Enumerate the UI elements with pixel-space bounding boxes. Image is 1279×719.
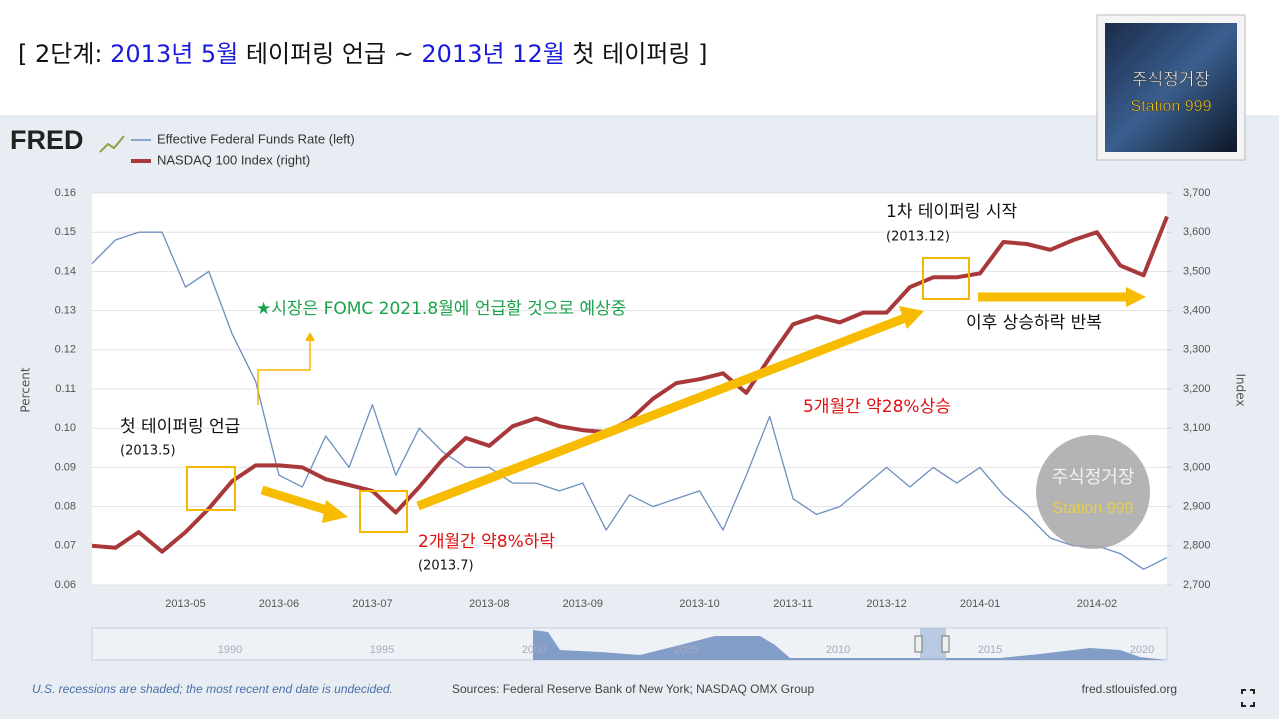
- site: fred.stlouisfed.org: [1082, 682, 1177, 696]
- y-tick-label: 0.14: [55, 265, 76, 277]
- legend-label: Effective Federal Funds Rate (left): [157, 131, 355, 146]
- navigator-area: [533, 630, 1167, 660]
- y2-tick-label: 2,700: [1183, 579, 1211, 591]
- navigator-label: 2015: [978, 644, 1002, 656]
- highlight-box: [359, 490, 408, 533]
- y2-tick-label: 3,400: [1183, 305, 1211, 317]
- footnote: U.S. recessions are shaded; the most rec…: [32, 682, 393, 696]
- x-tick-label: 2013-05: [165, 598, 205, 610]
- y2-axis-label: Index: [1234, 373, 1248, 406]
- chart: 0.06 0.07 0.08 0.09 0.10 0.11 0.12 0.13 0.14 0.15…: [55, 131, 1211, 609]
- annotation: 첫 테이퍼링 언급: [120, 417, 240, 437]
- y2-tick-label: 3,000: [1183, 461, 1211, 473]
- sources: Sources: Federal Reserve Bank of New Yor…: [452, 682, 814, 696]
- y2-tick-label: 2,900: [1183, 501, 1211, 513]
- series-line: [91, 231, 1168, 570]
- x-tick-label: 2014-01: [960, 598, 1000, 610]
- navigator-label: 2000: [522, 644, 546, 656]
- arrow: [260, 485, 332, 516]
- annotation: (2013.12): [886, 230, 950, 245]
- navigator-label: 1990: [218, 644, 242, 656]
- title: [ 2단계: 2013년 5월 테이퍼링 언급 ~ 2013년 12월 첫 테이…: [18, 40, 707, 68]
- y-tick-label: 0.15: [55, 226, 76, 238]
- title-part: 2013년 5월: [110, 40, 238, 68]
- y-tick-label: 0.10: [55, 422, 76, 434]
- navigator-label: 2020: [1130, 644, 1154, 656]
- y2-tick-label: 3,300: [1183, 344, 1211, 356]
- badge-text: Station 999: [1131, 98, 1212, 115]
- x-tick-label: 2013-09: [563, 598, 603, 610]
- navigator-label: 1995: [370, 644, 394, 656]
- x-tick-label: 2013-11: [773, 598, 813, 610]
- title-part: 2013년 12월: [421, 40, 564, 68]
- annotation-shapes: [186, 257, 970, 533]
- arrow-heads: [322, 287, 1146, 523]
- highlight-box: [186, 466, 236, 511]
- y2-tick-label: 3,500: [1183, 265, 1211, 277]
- y-tick-label: 0.06: [55, 579, 76, 591]
- y2-tick-label: 3,100: [1183, 422, 1211, 434]
- navigator-handle: [941, 635, 950, 653]
- navigator: 1990 1995 2000 2005 2010 2015 2020: [91, 627, 1168, 661]
- title-part: [ 2단계:: [18, 40, 110, 68]
- annotation: 2개월간 약8%하락: [418, 532, 555, 552]
- y-tick-label: 0.11: [55, 383, 76, 395]
- annotation: (2013.7): [418, 559, 474, 574]
- y-tick-label: 0.12: [55, 344, 76, 356]
- y-tick-label: 0.08: [55, 501, 76, 513]
- y-tick-label: 0.13: [55, 305, 76, 317]
- callout-head: [305, 332, 315, 341]
- badge-text: 주식정거장: [1132, 70, 1211, 90]
- arrow: [416, 313, 907, 511]
- logo-icon: [99, 135, 125, 153]
- watermark: 주식정거장 Station 999: [1036, 435, 1150, 549]
- annotation: ★시장은 FOMC 2021.8월에 언급할 것으로 예상중: [256, 299, 626, 319]
- x-tick-label: 2014-02: [1077, 598, 1117, 610]
- arrow-head: [899, 306, 924, 329]
- fullscreen-icon[interactable]: [1241, 689, 1255, 707]
- trend-arrows: [260, 292, 1128, 516]
- logo: FRED: [10, 125, 84, 155]
- title-part: 테이퍼링 언급 ~: [238, 40, 421, 68]
- arrow-head: [322, 500, 348, 523]
- highlight-box: [922, 257, 970, 300]
- annotation: 5개월간 약28%상승: [803, 397, 951, 417]
- navigator-handle: [914, 635, 923, 653]
- arrow-head: [1126, 287, 1146, 307]
- badge-image: [1105, 23, 1237, 152]
- annotation: 1차 테이퍼링 시작: [886, 202, 1017, 222]
- x-tick-label: 2013-10: [679, 598, 719, 610]
- y-axis-label: Percent: [19, 367, 33, 412]
- x-tick-label: 2013-07: [352, 598, 392, 610]
- navigator-label: 2005: [674, 644, 698, 656]
- badge: 주식정거장 Station 999: [1096, 14, 1246, 161]
- navigator-label: 2010: [826, 644, 850, 656]
- x-tick-label: 2013-08: [469, 598, 509, 610]
- y2-tick-label: 3,200: [1183, 383, 1211, 395]
- y2-tick-label: 3,700: [1183, 187, 1211, 199]
- watermark-circle: [1036, 435, 1150, 549]
- legend-label: NASDAQ 100 Index (right): [157, 152, 310, 167]
- x-tick-label: 2013-06: [259, 598, 299, 610]
- annotation: 이후 상승하락 반복: [966, 313, 1102, 333]
- watermark-text: Station 999: [1053, 500, 1134, 517]
- title-part: 첫 테이퍼링 ]: [565, 40, 708, 68]
- callout-line: [257, 340, 311, 405]
- y-tick-label: 0.16: [55, 187, 76, 199]
- y2-tick-label: 2,800: [1183, 540, 1211, 552]
- y-tick-label: 0.07: [55, 540, 76, 552]
- annotation: (2013.5): [120, 444, 176, 459]
- y2-tick-label: 3,600: [1183, 226, 1211, 238]
- watermark-text: 주식정거장: [1052, 467, 1135, 488]
- y-tick-label: 0.09: [55, 461, 76, 473]
- x-tick-label: 2013-12: [866, 598, 906, 610]
